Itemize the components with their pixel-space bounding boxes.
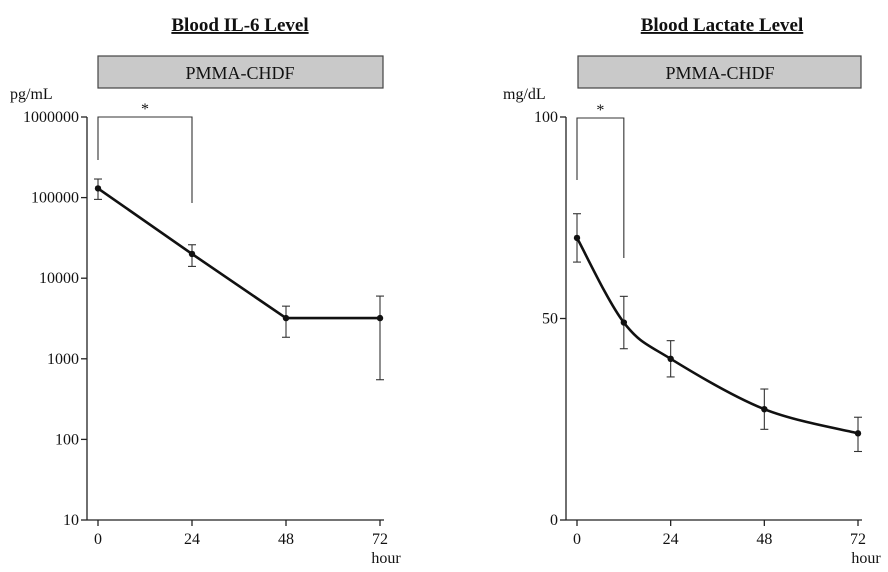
lactate-series-line <box>575 237 859 435</box>
il6-y-ticks: 10 100 1000 10000 100000 1000000 <box>23 109 87 529</box>
lactate-bracket-line <box>576 117 625 258</box>
il6-data-point <box>94 185 102 192</box>
lactate-y-tick-label: 50 <box>542 311 558 328</box>
il6-data-point <box>282 314 290 322</box>
lactate-data-point <box>573 234 581 242</box>
il6-axes <box>86 117 384 521</box>
lactate-series <box>575 237 859 435</box>
lactate-treatment-band <box>577 55 862 89</box>
il6-significance-bracket: * <box>97 101 193 203</box>
il6-y-tick-label: 1000000 <box>23 109 79 126</box>
il6-x-tick-label: 48 <box>278 531 294 548</box>
il6-title: Blood IL-6 Level <box>171 15 308 36</box>
il6-x-unit: hour <box>371 550 401 567</box>
il6-y-tick-label: 10000 <box>39 270 79 287</box>
lactate-y-unit: mg/dL <box>503 86 546 103</box>
il6-y-tick-label: 100000 <box>31 190 79 207</box>
lactate-x-tick-label: 48 <box>756 531 772 548</box>
il6-bracket-line <box>97 116 193 203</box>
lactate-data-point <box>854 430 862 437</box>
lactate-x-tick-label: 72 <box>850 531 866 548</box>
il6-y-tick-label: 100 <box>55 431 79 448</box>
il6-x-tick-label: 72 <box>372 531 388 548</box>
lactate-panel: Blood Lactate Level PMMA-CHDF mg/dL hour… <box>503 15 881 567</box>
lactate-data-point <box>620 319 628 326</box>
il6-series <box>97 187 380 320</box>
il6-data-point <box>188 250 196 258</box>
il6-treatment-band-label: PMMA-CHDF <box>185 63 294 83</box>
il6-x-tick-label: 24 <box>184 531 200 548</box>
lactate-data-point <box>667 355 674 362</box>
il6-x-tick-label: 0 <box>94 531 102 548</box>
il6-y-unit: pg/mL <box>10 86 53 103</box>
lactate-treatment-band-label: PMMA-CHDF <box>665 63 774 83</box>
il6-error-bars <box>94 178 384 381</box>
il6-points <box>94 185 384 322</box>
il6-data-point <box>376 314 384 322</box>
lactate-x-tick-label: 24 <box>663 531 679 548</box>
il6-x-ticks: 0 24 48 72 <box>94 520 388 548</box>
il6-significance-star: * <box>141 101 149 118</box>
il6-panel: Blood IL-6 Level PMMA-CHDF pg/mL hour 10… <box>10 15 401 567</box>
lactate-title: Blood Lactate Level <box>641 15 804 36</box>
lactate-axes <box>565 117 862 521</box>
il6-treatment-band <box>97 55 384 89</box>
lactate-y-ticks: 0 50 100 <box>534 109 566 529</box>
lactate-y-tick-label: 100 <box>534 109 558 126</box>
lactate-significance-star: * <box>596 102 604 119</box>
lactate-error-bars <box>573 213 862 453</box>
il6-series-line <box>97 187 380 320</box>
lactate-data-point <box>761 405 768 413</box>
lactate-significance-bracket: * <box>576 102 625 258</box>
lactate-y-tick-label: 0 <box>550 512 558 529</box>
lactate-x-ticks: 0 24 48 72 <box>573 520 866 548</box>
lactate-x-unit: hour <box>851 550 881 567</box>
il6-y-tick-label: 10 <box>63 512 79 529</box>
lactate-x-tick-label: 0 <box>573 531 581 548</box>
il6-y-tick-label: 1000 <box>47 351 79 368</box>
lactate-points <box>573 234 862 437</box>
